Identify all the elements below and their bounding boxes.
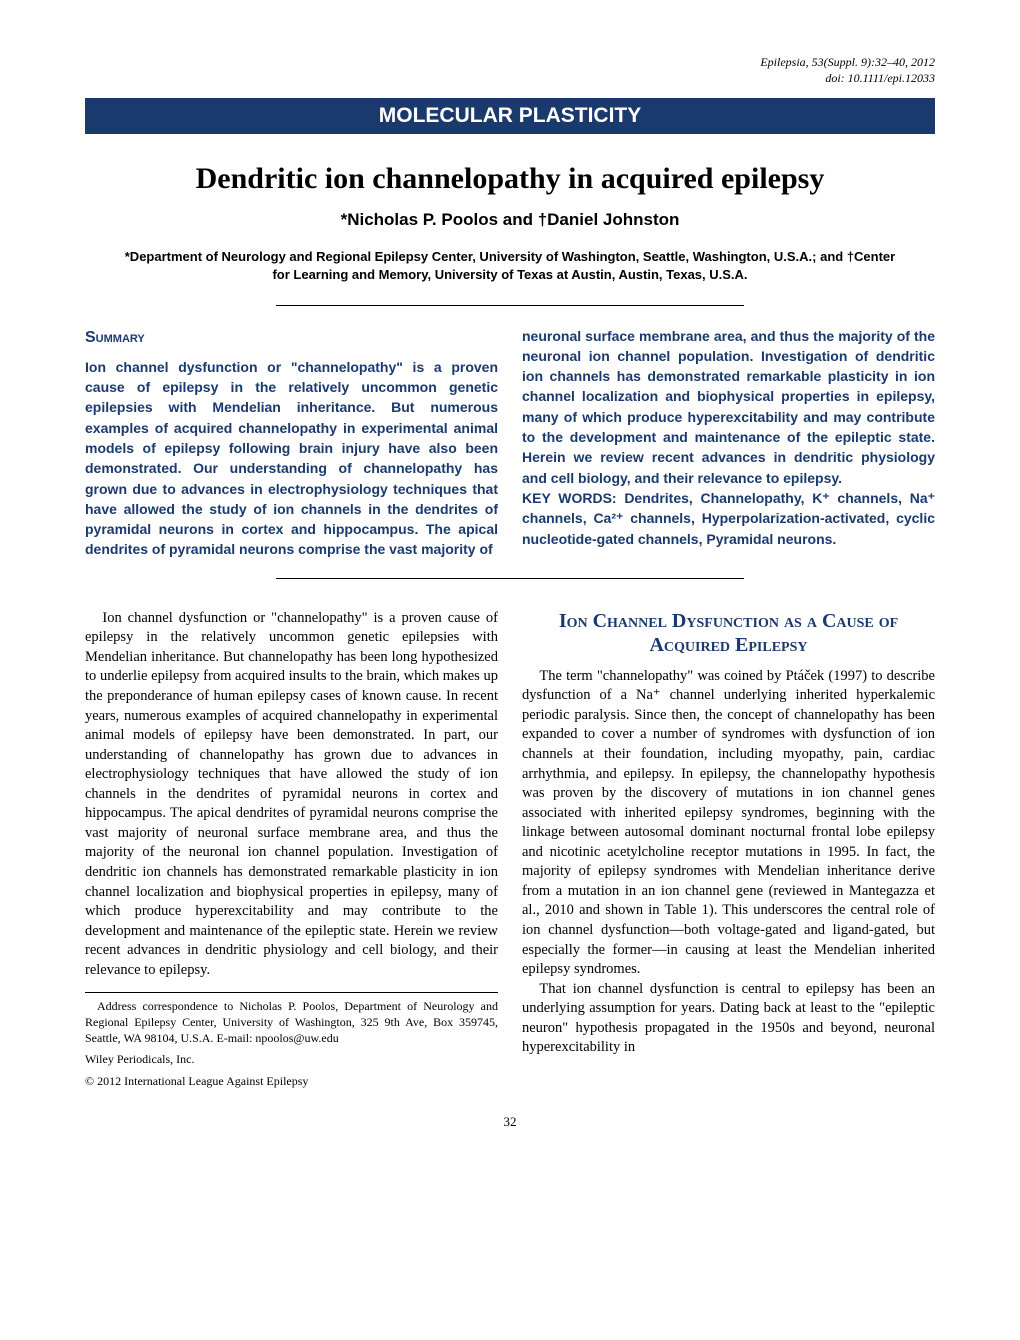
keywords-label: KEY WORDS: — [522, 490, 617, 506]
correspondence: Address correspondence to Nicholas P. Po… — [85, 999, 498, 1046]
publisher: Wiley Periodicals, Inc. — [85, 1052, 498, 1068]
divider-top — [276, 305, 744, 306]
divider-bottom — [276, 578, 744, 579]
body-left-col: Ion channel dysfunction or "channelopath… — [85, 609, 498, 1090]
page-number: 32 — [85, 1114, 935, 1130]
body-right-col: Ion Channel Dysfunction as a Cause of Ac… — [522, 609, 935, 1090]
summary-block: Summary Ion channel dysfunction or "chan… — [85, 326, 935, 560]
footnote-rule — [85, 992, 498, 993]
copyright: © 2012 International League Against Epil… — [85, 1074, 498, 1090]
section-banner: MOLECULAR PLASTICITY — [85, 98, 935, 134]
summary-right-col: neuronal surface membrane area, and thus… — [522, 326, 935, 560]
authors: *Nicholas P. Poolos and †Daniel Johnston — [85, 210, 935, 230]
body-p2: That ion channel dysfunction is central … — [522, 980, 935, 1058]
journal-meta: Epilepsia, 53(Suppl. 9):32–40, 2012 doi:… — [85, 55, 935, 86]
body-columns: Ion channel dysfunction or "channelopath… — [85, 609, 935, 1090]
doi-line: doi: 10.1111/epi.12033 — [825, 71, 935, 85]
affiliations: *Department of Neurology and Regional Ep… — [85, 248, 935, 284]
summary-text-left: Ion channel dysfunction or "channelopath… — [85, 359, 498, 558]
summary-text-right: neuronal surface membrane area, and thus… — [522, 328, 935, 486]
intro-paragraph: Ion channel dysfunction or "channelopath… — [85, 609, 498, 981]
article-title: Dendritic ion channelopathy in acquired … — [85, 162, 935, 196]
summary-heading: Summary — [85, 326, 498, 349]
journal-line: Epilepsia, 53(Suppl. 9):32–40, 2012 — [760, 55, 935, 69]
body-p1: The term "channelopathy" was coined by P… — [522, 667, 935, 980]
section-heading: Ion Channel Dysfunction as a Cause of Ac… — [522, 609, 935, 657]
footnote-block: Address correspondence to Nicholas P. Po… — [85, 999, 498, 1089]
summary-left-col: Summary Ion channel dysfunction or "chan… — [85, 326, 498, 560]
